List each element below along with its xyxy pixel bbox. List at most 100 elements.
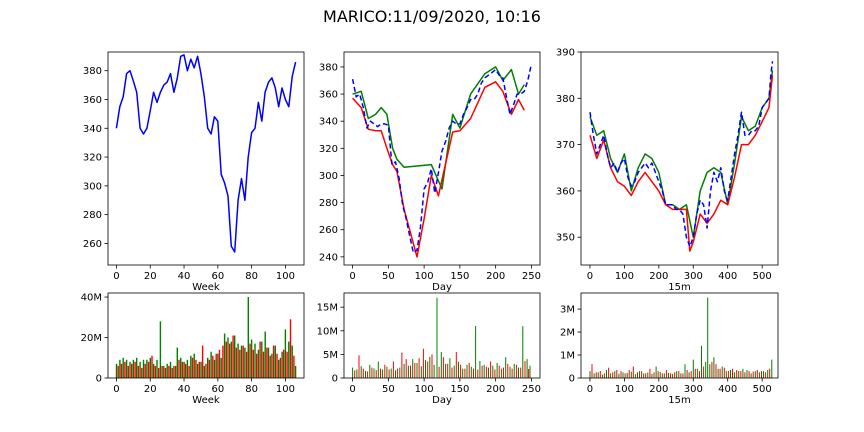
daily-volume-bar-down [405, 359, 407, 378]
intraday-volume-bar-down [732, 368, 733, 378]
daily-price-ytick-label: 260 [319, 225, 338, 236]
weekly-volume-bar-up [186, 359, 189, 378]
daily-volume-bar-down [520, 367, 522, 378]
weekly-volume-bar-down [178, 359, 180, 378]
daily-volume-bar-down [410, 365, 411, 378]
weekly-price-ytick-label: 380 [83, 66, 102, 77]
intraday-volume-bar-up [750, 373, 752, 378]
intraday-volume-bar-down [637, 372, 638, 378]
intraday-volume-bar-down [711, 361, 713, 378]
intraday-volume-bar-up [684, 364, 686, 378]
weekly-volume-bar-down [131, 363, 133, 378]
weekly-volume-xtick-label: 60 [211, 384, 224, 395]
weekly-volume-bar-up [284, 329, 287, 378]
intraday-volume-bar-up [655, 366, 657, 378]
intraday-volume-xtick-label: 0 [587, 384, 593, 395]
intraday-volume-bar-up [680, 373, 682, 378]
weekly-volume-bar-down [158, 367, 160, 378]
weekly-volume-ytick-label: 20M [81, 333, 102, 344]
intraday-price-series-solid-1 [589, 75, 774, 252]
daily-price-ytick-label: 380 [319, 62, 338, 73]
intraday-volume-bar-up [758, 372, 760, 378]
intraday-volume-bar-up [707, 297, 709, 378]
intraday-price-ytick-label: 390 [556, 48, 575, 59]
intraday-price-xtick-label: 500 [753, 271, 772, 282]
weekly-volume-bar-down [181, 361, 184, 378]
weekly-volume-bar-up [139, 361, 141, 378]
daily-volume-bar-down [371, 367, 373, 378]
weekly-volume-frame [107, 292, 305, 379]
daily-price-series-solid-1 [352, 81, 525, 258]
weekly-volume-xtick-label: 80 [245, 384, 258, 395]
daily-volume-bar-down [451, 367, 453, 378]
intraday-volume-bar-down [765, 372, 767, 378]
weekly-volume-bar-up [291, 345, 293, 378]
weekly-volume-bar-down [185, 363, 187, 378]
daily-volume-xlabel: Day [432, 395, 452, 406]
weekly-price-xtick-label: 80 [245, 271, 258, 282]
weekly-price-xtick-label: 40 [178, 271, 191, 282]
daily-volume-bar-up [429, 356, 431, 378]
intraday-volume-bar-down [699, 371, 700, 378]
daily-volume-bar-up [412, 359, 414, 378]
daily-volume-bar-down [447, 363, 449, 378]
intraday-volume-bar-down [599, 371, 601, 378]
weekly-volume-bar-down [222, 345, 224, 378]
weekly-volume-bar-down [117, 365, 119, 378]
weekly-price-ytick-label: 260 [83, 239, 102, 250]
weekly-volume-bar-down [225, 341, 227, 378]
intraday-price-ytick-label: 380 [556, 94, 575, 105]
weekly-price-xlabel: Week [192, 282, 220, 293]
weekly-volume-xtick-label: 0 [113, 384, 119, 395]
weekly-volume-bar-up [200, 361, 202, 378]
weekly-volume-bar-down [188, 365, 190, 378]
weekly-volume-bar-down [293, 355, 295, 378]
daily-volume-bar-down [418, 358, 420, 378]
weekly-volume-bar-up [136, 357, 138, 378]
daily-volume-xtick-label: 250 [522, 384, 541, 395]
weekly-volume-bar-up [129, 361, 131, 378]
daily-volume-bar-down [515, 364, 517, 378]
weekly-volume-ytick-label: 40M [81, 293, 102, 304]
weekly-volume-bar-down [134, 361, 136, 378]
weekly-volume-bar-up [149, 357, 151, 378]
intraday-volume-bar-up [725, 371, 727, 378]
intraday-volume-bar-down [752, 371, 754, 378]
intraday-volume-bar-up [688, 372, 690, 378]
intraday-volume-bar-down [678, 371, 680, 378]
intraday-volume-bar-down [690, 371, 692, 378]
weekly-volume-bar-up [156, 359, 158, 378]
weekly-volume-bar-up [203, 365, 205, 378]
weekly-price-frame [107, 51, 305, 266]
daily-volume-bar-down [460, 364, 462, 378]
weekly-volume-bar-up [210, 351, 212, 378]
daily-volume-bar-up [492, 365, 494, 378]
weekly-volume-bar-down [242, 345, 244, 378]
intraday-volume-bar-up [589, 371, 591, 378]
intraday-volume-bar-up [705, 361, 707, 378]
intraday-volume-bar-down [620, 371, 622, 378]
weekly-volume-bar-up [163, 365, 165, 378]
weekly-volume-bar-up [159, 321, 162, 378]
weekly-volume-bar-down [151, 355, 153, 378]
intraday-volume-bar-up [639, 371, 640, 378]
weekly-volume-bar-down [229, 343, 231, 378]
intraday-volume-bar-up [738, 371, 740, 378]
intraday-volume-bar-down [769, 368, 771, 378]
daily-volume-bar-down [375, 370, 377, 378]
intraday-volume-xtick-label: 100 [615, 384, 634, 395]
weekly-volume-bar-up [223, 333, 226, 378]
daily-volume-xtick-label: 50 [382, 384, 395, 395]
daily-volume-axes: 0 50 100 150 200 250 0 5M 10M 15M Day [317, 292, 541, 406]
weekly-volume-bar-down [141, 367, 143, 378]
weekly-volume-bar-down [245, 351, 248, 378]
intraday-volume-bar-up [754, 371, 756, 378]
weekly-volume-bar-up [183, 361, 185, 378]
weekly-price-xtick-label: 20 [144, 271, 157, 282]
intraday-volume-xtick-label: 500 [753, 384, 772, 395]
intraday-volume-bar-down [723, 367, 725, 378]
intraday-volume-bar-up [634, 374, 636, 378]
intraday-volume-bar-up [730, 370, 731, 378]
daily-volume-xtick-label: 0 [349, 384, 355, 395]
daily-volume-bar-down [468, 362, 470, 378]
